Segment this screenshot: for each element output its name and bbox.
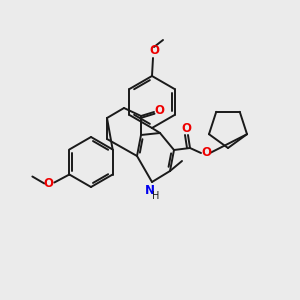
Text: O: O	[154, 104, 164, 118]
Text: O: O	[181, 122, 191, 136]
Text: O: O	[149, 44, 159, 58]
Text: O: O	[201, 146, 211, 160]
Text: N: N	[145, 184, 155, 197]
Text: H: H	[152, 191, 160, 201]
Text: O: O	[43, 177, 53, 190]
